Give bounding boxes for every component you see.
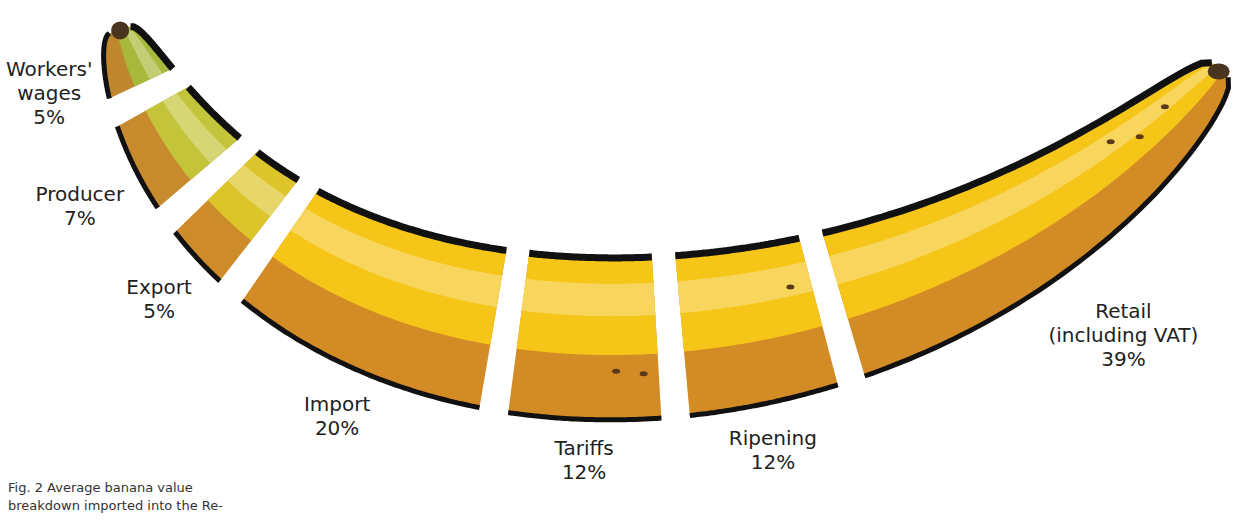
segment-label: Tariffs12% xyxy=(554,436,614,484)
segment-body xyxy=(508,253,661,419)
category-label: Workers'wages xyxy=(6,57,92,105)
category-label: Tariffs xyxy=(554,436,614,460)
category-label-line: (including VAT) xyxy=(1049,323,1199,347)
category-label-line: Workers' xyxy=(6,57,92,81)
category-label: Export xyxy=(126,275,192,299)
value-label: 5% xyxy=(33,105,65,129)
segment-top-edge xyxy=(675,238,799,256)
segment-label: Workers'wages5% xyxy=(6,57,92,129)
segment-highlight xyxy=(522,279,656,316)
segment-upper xyxy=(823,63,1222,319)
category-label-line: Retail xyxy=(1095,299,1152,323)
value-label: 5% xyxy=(143,299,175,323)
category-label: Import xyxy=(304,392,371,416)
segment-upper xyxy=(208,152,298,241)
segment-bottom-edge xyxy=(690,385,838,416)
banana-spot xyxy=(612,369,620,374)
value-label: 12% xyxy=(751,450,795,474)
segment-body xyxy=(675,238,838,415)
banana-segment xyxy=(508,253,661,419)
segment-top-edge xyxy=(188,87,239,138)
caption: Fig. 2 Average banana value breakdown imp… xyxy=(8,480,223,513)
banana-tip xyxy=(1208,63,1230,79)
stem-end xyxy=(111,21,129,39)
category-label-line: Producer xyxy=(35,182,124,206)
segment-highlight xyxy=(829,65,1217,285)
segment-upper xyxy=(273,191,507,345)
segment-bottom-edge xyxy=(508,413,661,420)
segment-highlight xyxy=(228,165,286,216)
segment-upper xyxy=(146,87,240,180)
banana-spot xyxy=(1107,139,1115,144)
value-label: 20% xyxy=(315,416,359,440)
segment-body xyxy=(823,63,1229,376)
category-label-line: Tariffs xyxy=(554,436,614,460)
segment-body xyxy=(242,191,506,408)
value-label: 7% xyxy=(64,206,96,230)
segment-bottom-edge xyxy=(104,33,110,98)
segment-bottom-edge xyxy=(865,77,1229,376)
category-label-line: Export xyxy=(126,275,192,299)
banana-segment xyxy=(823,63,1229,376)
segment-top-edge xyxy=(257,152,298,180)
segment-highlight xyxy=(678,262,814,314)
value-label: 12% xyxy=(562,460,606,484)
segment-body xyxy=(104,27,173,99)
segment-top-edge xyxy=(318,191,507,250)
segment-highlight xyxy=(163,93,227,163)
segment-upper xyxy=(517,253,658,355)
segment-top-edge xyxy=(823,63,1212,233)
segment-bottom-edge xyxy=(175,232,220,281)
banana-segment xyxy=(675,238,838,415)
segment-label: Import20% xyxy=(304,392,371,440)
category-label-line: wages xyxy=(17,81,81,105)
chart: Workers'wages5%Producer7%Export5%Import2… xyxy=(0,0,1256,521)
segment-top-edge xyxy=(131,27,173,69)
banana-segment xyxy=(242,191,506,408)
caption-line: breakdown imported into the Re- xyxy=(8,498,223,513)
banana-spot xyxy=(786,284,794,289)
labels: Workers'wages5%Producer7%Export5%Import2… xyxy=(6,57,1198,485)
segment-upper xyxy=(675,238,822,351)
banana xyxy=(104,21,1230,419)
banana-spot xyxy=(640,371,648,376)
value-label: 39% xyxy=(1101,347,1145,371)
category-label: Retail(including VAT) xyxy=(1049,299,1199,347)
banana-segment xyxy=(104,27,173,99)
segment-top-edge xyxy=(529,253,652,258)
segment-label: Export5% xyxy=(126,275,192,323)
banana-spot xyxy=(1136,134,1144,139)
category-label-line: Import xyxy=(304,392,371,416)
category-label: Ripening xyxy=(729,426,817,450)
category-label: Producer xyxy=(35,182,124,206)
segment-label: Retail(including VAT)39% xyxy=(1049,299,1199,371)
category-label-line: Ripening xyxy=(729,426,817,450)
segment-label: Producer7% xyxy=(35,182,124,230)
caption-line: Fig. 2 Average banana value xyxy=(8,480,193,495)
segment-label: Ripening12% xyxy=(729,426,817,474)
banana-spot xyxy=(1161,104,1169,109)
